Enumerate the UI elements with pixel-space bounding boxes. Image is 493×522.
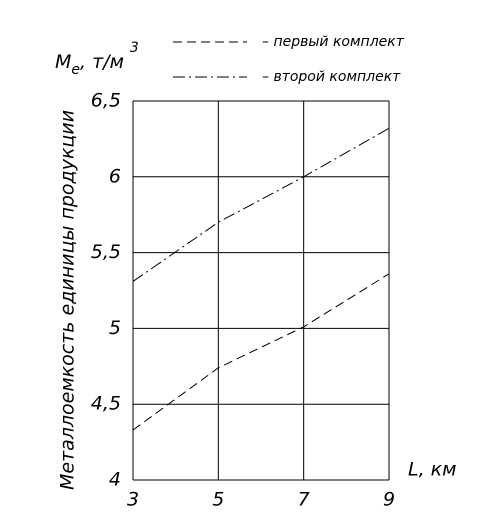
- y-tick-label: 6: [109, 165, 121, 187]
- x-tick-label: 9: [383, 489, 395, 511]
- y-tick-label: 5: [109, 317, 121, 339]
- y-unit-subscript: e: [71, 62, 80, 78]
- x-axis-label: L, км: [408, 459, 456, 481]
- y-unit-label: Me, т/м 3: [55, 40, 139, 78]
- series-line: [132, 127, 390, 282]
- x-tick-label: 3: [127, 489, 139, 511]
- y-tick-label: 6,5: [91, 90, 121, 112]
- y-unit-text: , т/м: [80, 51, 124, 73]
- y-tick-label: 4,5: [91, 393, 121, 415]
- y-tick-label: 5,5: [91, 241, 121, 263]
- y-tick-label: 4: [109, 469, 121, 491]
- y-axis-label: Металлоемкость единицы продукции: [57, 110, 79, 490]
- y-unit-superscript: 3: [130, 40, 139, 56]
- x-tick-label: 7: [298, 489, 310, 511]
- series-line: [132, 273, 390, 431]
- x-tick-label: 5: [212, 489, 224, 511]
- y-unit-symbol: M: [55, 51, 71, 73]
- legend-label: – второй комплект: [262, 69, 401, 85]
- legend-label: – первый комплект: [262, 34, 405, 50]
